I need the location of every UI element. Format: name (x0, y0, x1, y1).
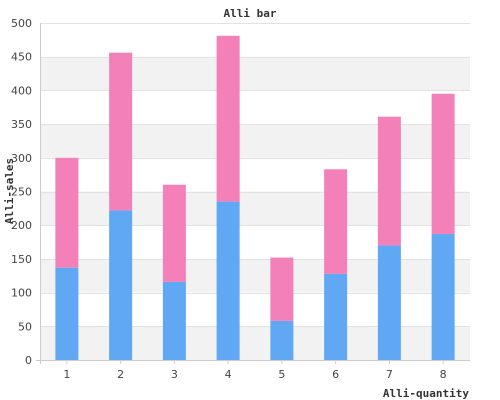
background-band (40, 56, 470, 91)
x-tick-labels: 1 2 3 4 5 6 7 8 (63, 360, 447, 381)
y-tick-label: 150 (11, 253, 32, 266)
background-band (40, 23, 470, 57)
x-tick-label: 6 (332, 368, 339, 381)
x-tick-label: 5 (278, 368, 285, 381)
bar-series2-8 (431, 93, 455, 234)
bar-series1-7 (377, 245, 401, 360)
plot-background-bands (40, 23, 470, 360)
y-axis-label: Alli-sales (3, 158, 16, 224)
bar-series1-1 (55, 267, 79, 360)
x-axis-label: Alli-quantity (383, 387, 469, 400)
x-tick-label: 1 (63, 368, 70, 381)
bar-series1-8 (431, 233, 455, 360)
y-tick-label: 50 (18, 320, 32, 333)
x-tick-label: 7 (386, 368, 393, 381)
background-band (40, 258, 470, 293)
y-tick-label: 350 (11, 118, 32, 131)
bar-series2-6 (324, 169, 348, 274)
x-tick-label: 4 (225, 368, 232, 381)
y-tick-label: 200 (11, 219, 32, 232)
y-tick-label: 300 (11, 152, 32, 165)
bar-series1-2 (109, 210, 133, 360)
background-band (40, 124, 470, 158)
x-tick-label: 8 (440, 368, 447, 381)
bars (55, 35, 455, 360)
x-tick-label: 2 (117, 368, 124, 381)
bar-series2-2 (109, 52, 133, 211)
background-band (40, 191, 470, 226)
bar-series2-1 (55, 157, 79, 268)
y-tick-label: 450 (11, 51, 32, 64)
bar-series2-3 (162, 184, 186, 282)
y-tick-label: 100 (11, 287, 32, 300)
y-tick-label: 0 (25, 354, 32, 367)
background-band (40, 90, 470, 125)
chart-title: Alli bar (224, 7, 277, 20)
x-tick-label: 3 (171, 368, 178, 381)
bar-series2-5 (270, 257, 294, 321)
background-band (40, 157, 470, 192)
bar-series1-6 (324, 273, 348, 360)
bar-series2-7 (377, 116, 401, 246)
y-tick-label: 400 (11, 84, 32, 97)
bar-series2-4 (216, 35, 240, 202)
y-tick-label: 250 (11, 186, 32, 199)
axes (36, 23, 470, 364)
background-band (40, 225, 470, 259)
background-band (40, 292, 470, 327)
bar-series1-3 (162, 281, 186, 360)
bar-series1-5 (270, 320, 294, 360)
bar-series1-4 (216, 201, 240, 360)
background-band (40, 326, 470, 360)
y-tick-labels: 0 50 100 150 200 250 300 350 400 450 500 (11, 17, 32, 367)
y-tick-label: 500 (11, 17, 32, 30)
